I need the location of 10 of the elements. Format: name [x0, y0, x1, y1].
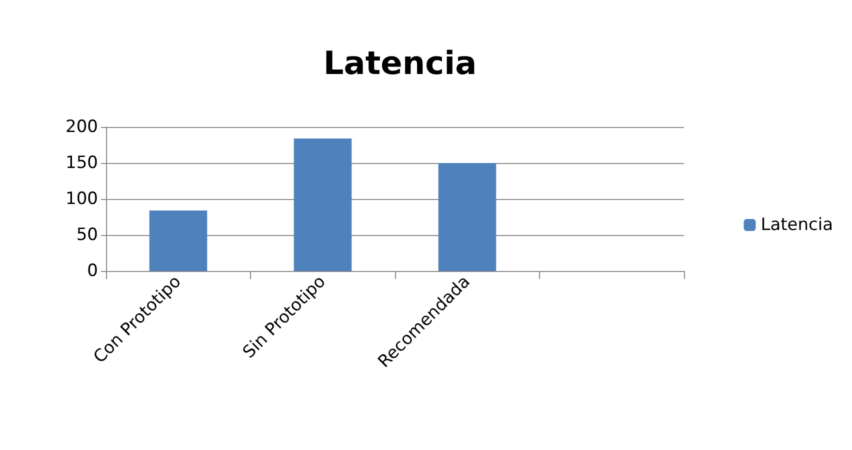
- y-tick-label: 0: [87, 261, 98, 281]
- y-tick-label: 200: [66, 117, 98, 137]
- bar: [149, 210, 208, 271]
- bar: [438, 163, 496, 271]
- legend-label: Latencia: [760, 215, 834, 235]
- y-tick-label: 100: [66, 189, 98, 209]
- y-tick-label: 50: [76, 225, 98, 245]
- bar: [294, 138, 352, 271]
- chart-title: Latencia: [323, 44, 477, 82]
- y-tick-label: 150: [66, 153, 98, 173]
